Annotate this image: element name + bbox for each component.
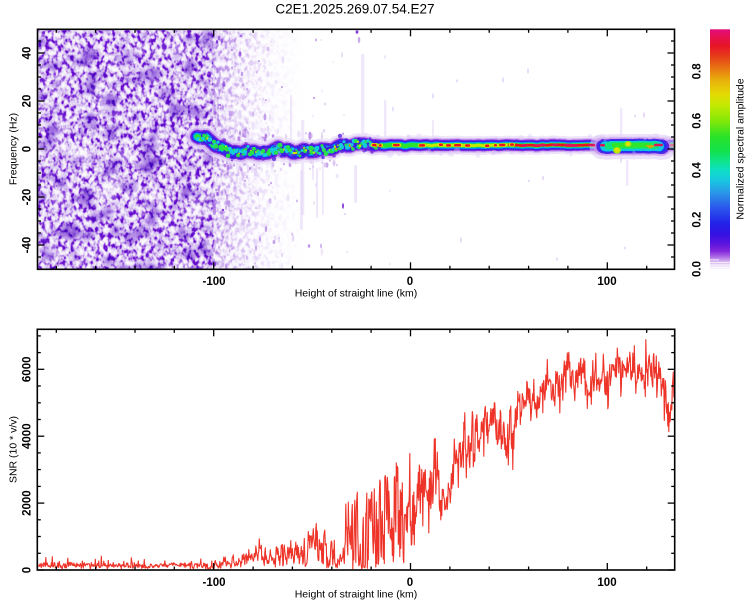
svg-text:0.4: 0.4	[692, 162, 704, 179]
svg-text:0.6: 0.6	[692, 113, 704, 129]
svg-text:Height of straight line (km): Height of straight line (km)	[295, 589, 418, 600]
svg-text:0: 0	[407, 577, 413, 589]
svg-text:4000: 4000	[22, 423, 34, 449]
svg-text:0: 0	[22, 567, 34, 573]
svg-text:Height of straight line (km): Height of straight line (km)	[295, 288, 418, 300]
svg-text:-100: -100	[202, 577, 225, 589]
svg-text:SNR (10 * v/v): SNR (10 * v/v)	[8, 416, 20, 483]
svg-text:-20: -20	[22, 189, 34, 206]
svg-text:100: 100	[597, 276, 616, 288]
svg-text:Normalized spectral amplitude: Normalized spectral amplitude	[735, 78, 747, 219]
svg-text:0: 0	[407, 276, 413, 288]
svg-text:0.2: 0.2	[692, 212, 704, 228]
svg-text:-100: -100	[202, 276, 225, 288]
svg-text:40: 40	[22, 47, 34, 60]
svg-text:-40: -40	[22, 237, 34, 254]
svg-text:0: 0	[22, 146, 34, 152]
svg-text:C2E1.2025.269.07.54.E27: C2E1.2025.269.07.54.E27	[275, 2, 434, 17]
svg-text:0.0: 0.0	[692, 261, 704, 277]
svg-text:6000: 6000	[22, 357, 34, 383]
svg-text:Frequency (Hz): Frequency (Hz)	[8, 113, 20, 185]
svg-text:2000: 2000	[22, 490, 34, 516]
svg-text:0.8: 0.8	[692, 63, 704, 80]
svg-text:100: 100	[597, 577, 616, 589]
svg-text:20: 20	[22, 95, 34, 108]
